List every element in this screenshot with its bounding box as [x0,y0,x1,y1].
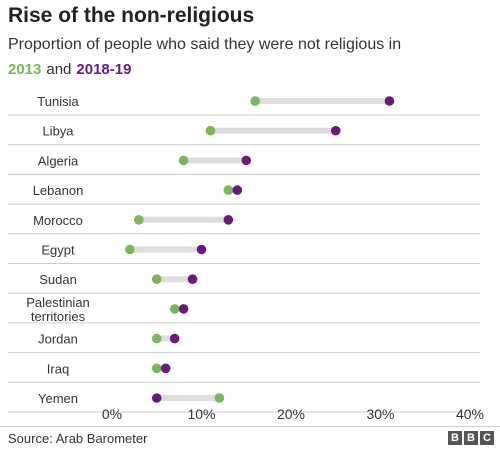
point-2018 [169,333,180,344]
point-2013 [151,363,162,374]
category-label: Lebanon [33,183,84,198]
bbc-logo-letter: C [480,431,494,445]
point-2018 [241,155,252,166]
bbc-logo-letter: B [464,431,478,445]
point-2018 [151,393,162,403]
point-2018 [223,215,234,225]
point-2018 [160,363,171,374]
category-label: Palestinian territories [26,295,90,324]
point-2013 [223,185,234,195]
point-2013 [169,304,180,314]
point-2013 [250,96,260,106]
category-label: Jordan [38,332,78,347]
x-tick-label: 40% [456,406,484,422]
point-2018 [232,185,243,195]
point-2013 [214,393,225,403]
legend: 2013 and 2018-19 [8,61,131,78]
bbc-logo-letter: B [448,431,462,445]
point-2013 [178,155,189,166]
category-label: Tunisia [37,94,79,109]
point-2013 [151,274,162,285]
x-tick-label: 10% [187,406,215,422]
point-2013 [151,333,162,344]
category-label: Libya [42,124,74,139]
point-2013 [205,125,216,136]
category-label: Yemen [38,391,78,406]
point-2018 [178,304,189,314]
category-label: Egypt [41,243,75,258]
point-2018 [384,96,395,106]
bbc-logo: B B C [448,431,494,445]
category-label: Sudan [39,272,77,287]
footer-divider [0,426,500,427]
dumbbell-chart: Tunisia Libya Algeria Lebanon Morocco Egypt Su… [8,94,484,422]
chart-title: Rise of the non-religious [8,4,255,27]
point-2013 [125,244,135,255]
category-label: Algeria [38,153,79,168]
source-note: Source: Arab Barometer [8,431,148,446]
point-2018 [330,125,341,136]
point-2018 [187,274,198,285]
legend-2018: 2018-19 [76,61,132,78]
chart-subtitle: Proportion of people who said they were … [8,36,402,53]
point-2013 [134,215,144,225]
x-tick-label: 0% [102,406,122,422]
x-tick-label: 20% [277,406,305,422]
x-tick-label: 30% [366,406,394,422]
category-label: Iraq [47,361,69,376]
legend-connector: and [46,61,72,78]
legend-2013: 2013 [8,61,42,78]
category-label: Morocco [33,213,83,228]
point-2018 [196,244,207,255]
